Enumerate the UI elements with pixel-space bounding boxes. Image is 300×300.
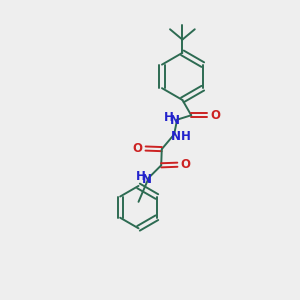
- Text: N: N: [171, 130, 181, 143]
- Text: H: H: [180, 130, 190, 143]
- Text: O: O: [180, 158, 190, 171]
- Text: H: H: [164, 111, 174, 124]
- Text: H: H: [136, 170, 146, 183]
- Text: N: N: [170, 114, 180, 127]
- Text: O: O: [133, 142, 142, 155]
- Text: O: O: [210, 109, 220, 122]
- Text: N: N: [142, 173, 152, 186]
